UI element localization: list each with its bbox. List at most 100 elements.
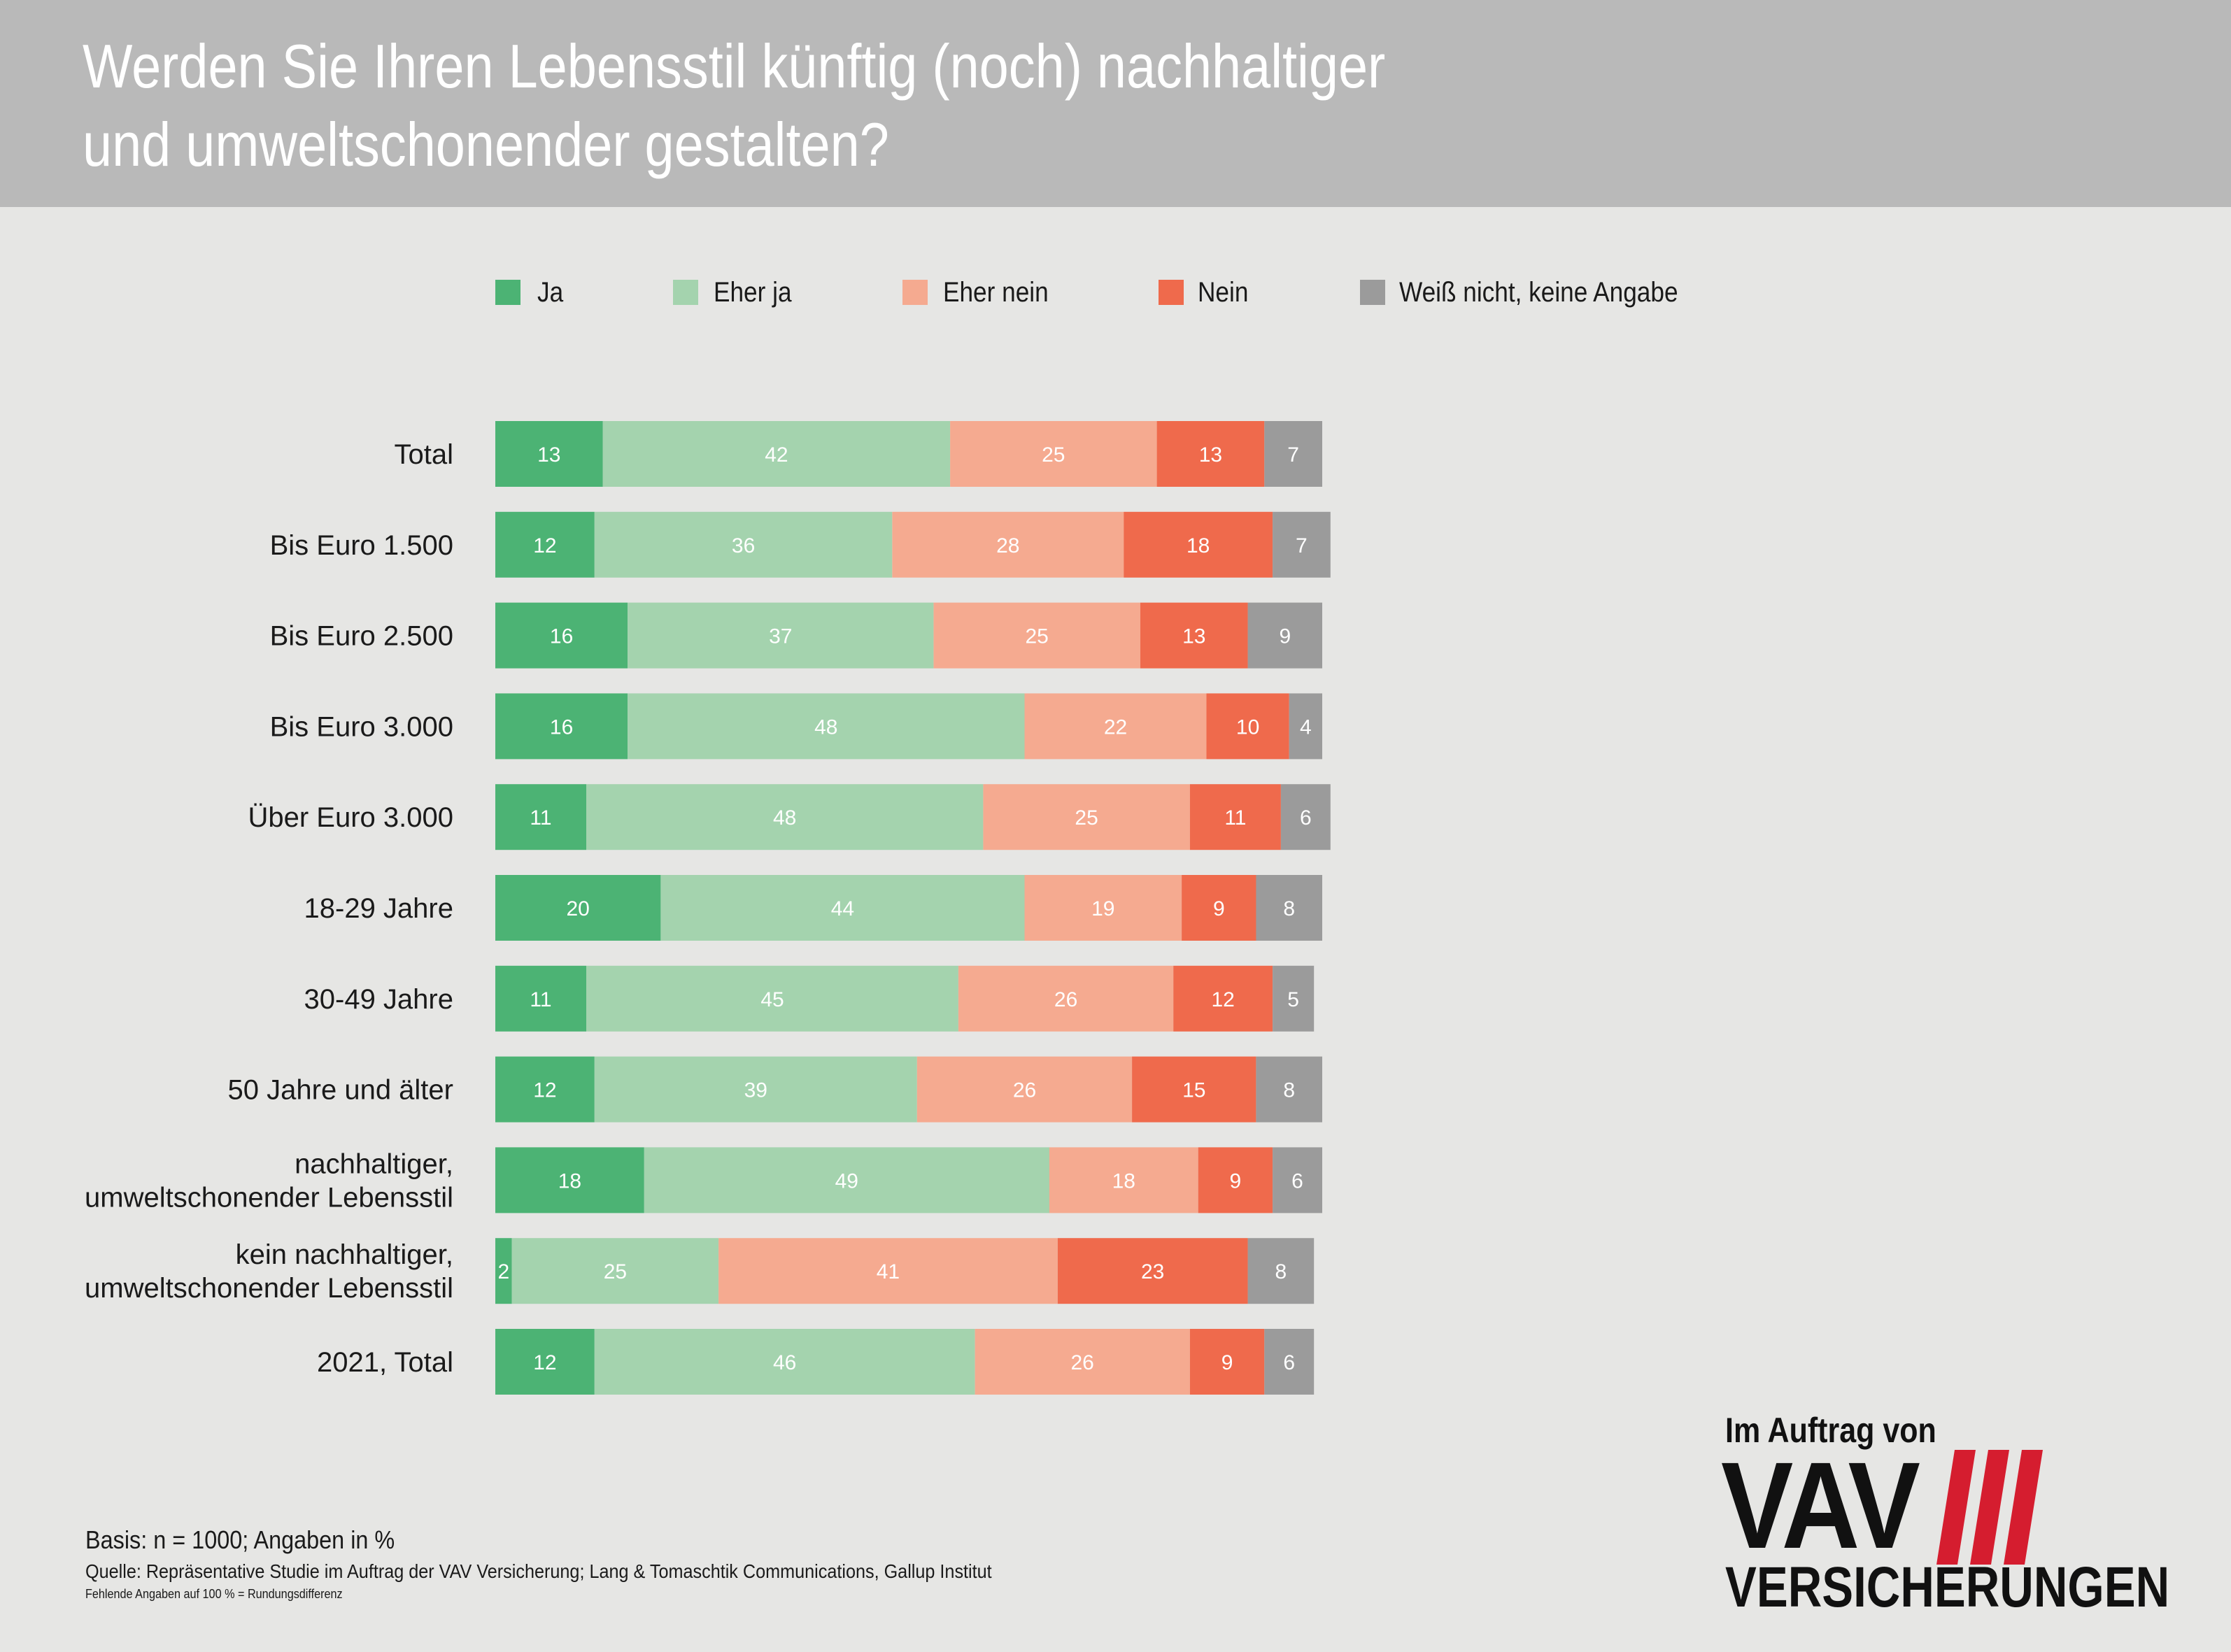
bar-segment <box>511 1238 719 1304</box>
bar-segment <box>1247 602 1322 669</box>
bar-segment <box>1280 784 1331 850</box>
data-label: 10 <box>1236 715 1259 739</box>
bar-segment <box>892 511 1124 578</box>
bar-segment <box>718 1238 1058 1304</box>
category-label: 30-49 Jahre <box>304 984 453 1015</box>
data-label: 6 <box>1291 1169 1303 1192</box>
footer-source: Quelle: Repräsentative Studie im Auftrag… <box>85 1560 992 1582</box>
data-label: 16 <box>550 715 573 739</box>
data-label: 16 <box>550 625 573 648</box>
bar-segment <box>644 1147 1049 1213</box>
data-label: 25 <box>1075 806 1098 829</box>
data-label: 39 <box>744 1079 767 1102</box>
data-label: 26 <box>1071 1351 1094 1374</box>
bar-segment <box>586 784 984 850</box>
category-label: Bis Euro 2.500 <box>270 621 453 652</box>
bar-segment <box>1289 693 1322 760</box>
data-label: 20 <box>567 897 590 920</box>
legend-swatch-nein <box>1159 280 1184 305</box>
data-label: 6 <box>1300 806 1312 829</box>
category-label: nachhaltiger, umweltschonender Lebensstil <box>85 1148 453 1213</box>
data-label: 19 <box>1091 897 1114 920</box>
data-label: 36 <box>732 534 755 557</box>
category-label-line: Bis Euro 1.500 <box>270 530 453 561</box>
category-label: 2021, Total <box>317 1347 453 1378</box>
bar-segment <box>586 965 958 1032</box>
category-label-line: umweltschonender Lebensstil <box>85 1273 453 1304</box>
data-label: 12 <box>533 1079 556 1102</box>
bar-segment <box>602 421 951 487</box>
header-banner: Werden Sie Ihren Lebensstil künftig (noc… <box>0 0 2231 207</box>
data-label: 18 <box>558 1169 581 1192</box>
bar-segment <box>1140 602 1248 669</box>
logo-brand: VAV <box>1721 1437 1920 1574</box>
category-label: Total <box>395 439 454 470</box>
category-label: Bis Euro 3.000 <box>270 711 453 742</box>
category-label-line: kein nachhaltiger, <box>236 1239 453 1270</box>
data-label: 46 <box>773 1351 796 1374</box>
logo-wordmark: VERSICHERUNGEN <box>1725 1555 2170 1619</box>
footer-note: Fehlende Angaben auf 100 % = Rundungsdif… <box>85 1587 343 1601</box>
category-label: Über Euro 3.000 <box>248 802 453 833</box>
bar-segment <box>495 511 595 578</box>
bar-segment <box>1057 1238 1248 1304</box>
category-label-line: Bis Euro 2.500 <box>270 621 453 652</box>
category-label: kein nachhaltiger, umweltschonender Leben… <box>85 1239 453 1304</box>
bar-segment <box>594 511 893 578</box>
bar-segment <box>495 693 628 760</box>
data-label: 37 <box>769 625 792 648</box>
data-label: 18 <box>1187 534 1210 557</box>
data-label: 48 <box>814 715 837 739</box>
data-label: 49 <box>835 1169 858 1192</box>
data-label: 11 <box>530 988 551 1011</box>
vav-logo: Im Auftrag von VAV VERSICHERUNGEN <box>1721 1409 2187 1619</box>
bar-segment <box>1049 1147 1198 1213</box>
bar-segment <box>1132 1056 1256 1123</box>
bar-segment <box>495 965 586 1032</box>
data-label: 8 <box>1283 1079 1295 1102</box>
bar-segment <box>594 1329 975 1395</box>
data-label: 11 <box>1224 806 1246 829</box>
bar-segment <box>1189 784 1281 850</box>
category-label-line: Total <box>395 439 454 470</box>
bar-segment <box>495 602 628 669</box>
data-label: 12 <box>533 534 556 557</box>
data-label: 13 <box>1199 443 1222 467</box>
data-label: 2 <box>497 1260 509 1283</box>
data-label: 11 <box>530 806 551 829</box>
category-label: 50 Jahre und älter <box>228 1075 453 1106</box>
bar-segment <box>933 602 1140 669</box>
legend-label-nein: Nein <box>1198 277 1249 308</box>
bar-segment <box>1264 421 1322 487</box>
bar-segment <box>594 1056 917 1123</box>
bar-segment <box>495 1056 595 1123</box>
logo-tagline: Im Auftrag von <box>1725 1411 1936 1450</box>
category-label-line: Über Euro 3.000 <box>248 802 453 833</box>
bar-segment <box>950 421 1157 487</box>
bar-segment <box>975 1329 1190 1395</box>
category-label-line: nachhaltiger, <box>295 1148 453 1179</box>
data-label: 45 <box>760 988 784 1011</box>
bar-segment <box>1273 965 1315 1032</box>
bar-segment <box>495 421 603 487</box>
data-label: 4 <box>1300 715 1312 739</box>
data-label: 13 <box>1182 625 1205 648</box>
bar-segment <box>1206 693 1289 760</box>
bar-segment <box>660 875 1025 941</box>
bar-segment <box>958 965 1174 1032</box>
data-label: 26 <box>1013 1079 1036 1102</box>
category-label-line: Bis Euro 3.000 <box>270 711 453 742</box>
chart-title-line-2: und umweltschonender gestalten? <box>83 110 889 179</box>
data-label: 25 <box>1042 443 1065 467</box>
data-label: 26 <box>1054 988 1077 1011</box>
bar-segment <box>1024 875 1182 941</box>
bar-segment <box>1273 511 1331 578</box>
legend-label-ja: Ja <box>537 277 564 308</box>
data-label: 8 <box>1275 1260 1287 1283</box>
chart-title-line-1: Werden Sie Ihren Lebensstil künftig (noc… <box>83 31 1386 101</box>
category-label: 18-29 Jahre <box>304 893 453 924</box>
logo-stripes-icon <box>1936 1450 2043 1565</box>
legend-swatch-eher-nein <box>902 280 928 305</box>
bar-segment <box>1273 1147 1322 1213</box>
